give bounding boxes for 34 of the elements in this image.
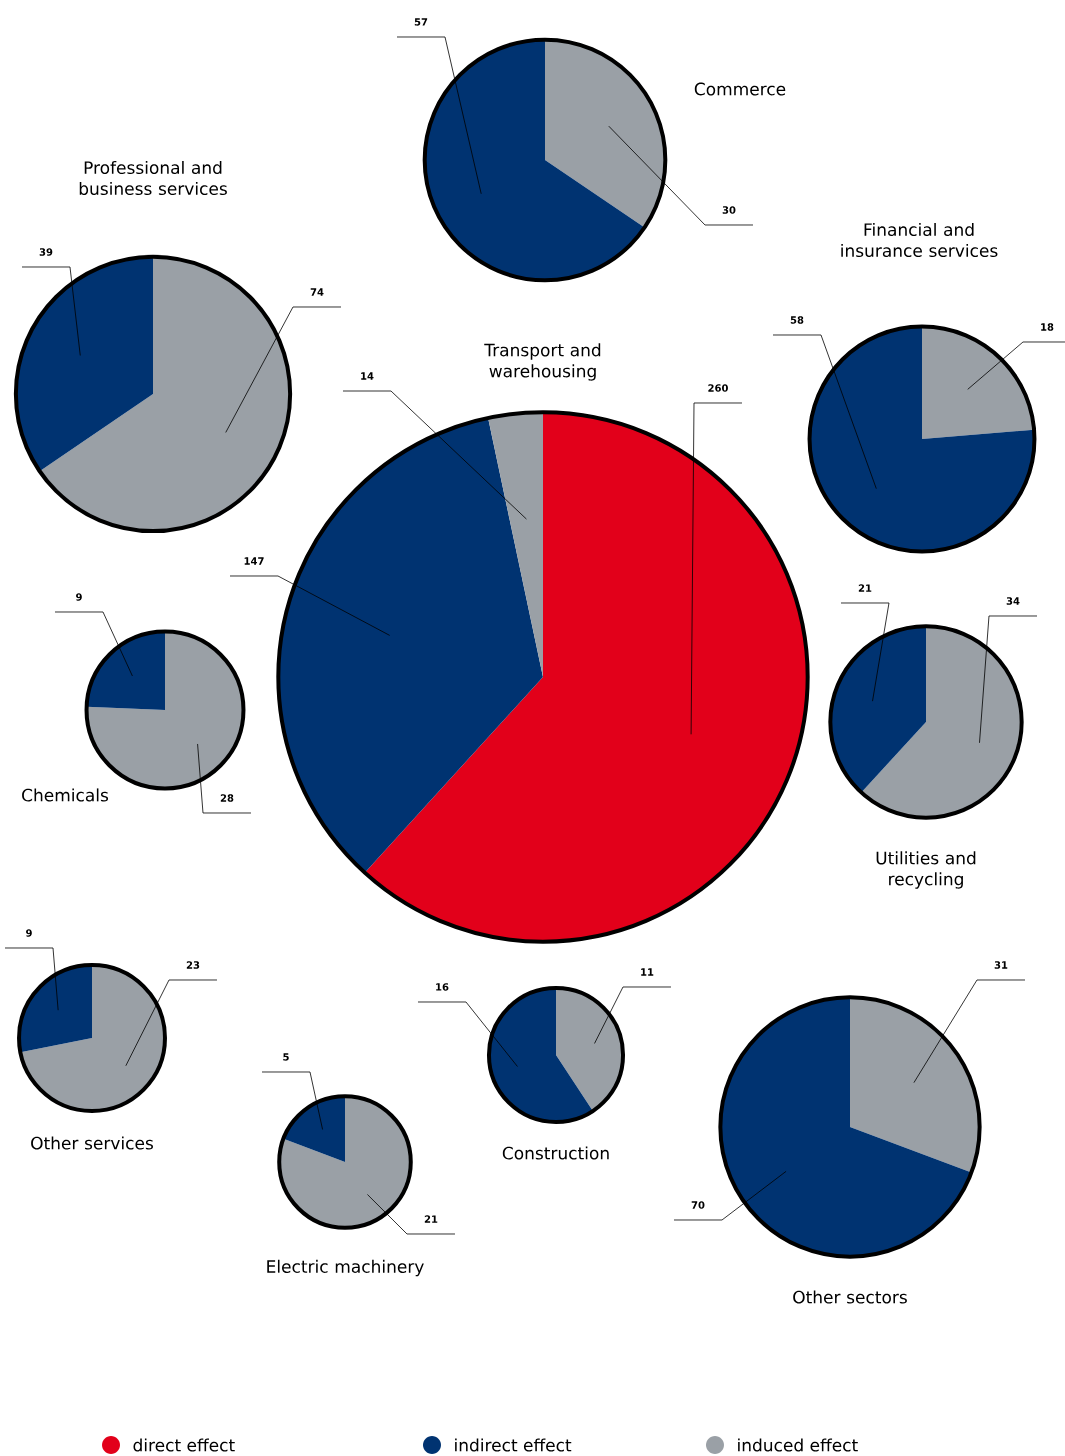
- data-label: 11: [641, 968, 654, 976]
- chart-title: Professional and business services: [79, 160, 227, 196]
- text: Chemicals: [22, 788, 109, 802]
- text: Other sectors: [793, 1290, 907, 1304]
- data-label: 31: [994, 961, 1008, 969]
- text: Other services: [31, 1136, 153, 1150]
- data-label: 28: [220, 794, 234, 802]
- data-label: 21: [424, 1215, 438, 1223]
- chart-title: Financial and insurance services: [841, 222, 998, 258]
- data-label: 16: [436, 983, 449, 991]
- text: Commerce: [694, 82, 786, 96]
- data-label: 147: [244, 557, 264, 565]
- data-label: 58: [790, 316, 804, 324]
- legend-label: induced effect: [738, 1438, 858, 1452]
- data-label: 18: [1041, 323, 1054, 331]
- text: Utilities and recycling: [876, 851, 976, 889]
- text: Electric machinery: [267, 1259, 424, 1277]
- data-label: 70: [691, 1201, 705, 1209]
- data-label: 9: [26, 929, 32, 937]
- chart-title: Transport and warehousing: [484, 343, 601, 381]
- data-label: 14: [361, 372, 374, 380]
- data-label: 74: [310, 288, 324, 296]
- legend-label: direct effect: [133, 1438, 235, 1452]
- data-label: 5: [283, 1053, 289, 1061]
- data-label: 57: [414, 18, 428, 26]
- data-label: 30: [722, 206, 736, 214]
- data-label: 9: [76, 593, 82, 601]
- data-label: 21: [858, 584, 872, 592]
- data-label: 39: [39, 248, 53, 256]
- data-label: 260: [708, 384, 728, 392]
- data-label: 34: [1006, 597, 1020, 605]
- legend-label: indirect effect: [455, 1438, 572, 1452]
- text: Construction: [502, 1146, 609, 1160]
- data-label: 23: [186, 961, 200, 969]
